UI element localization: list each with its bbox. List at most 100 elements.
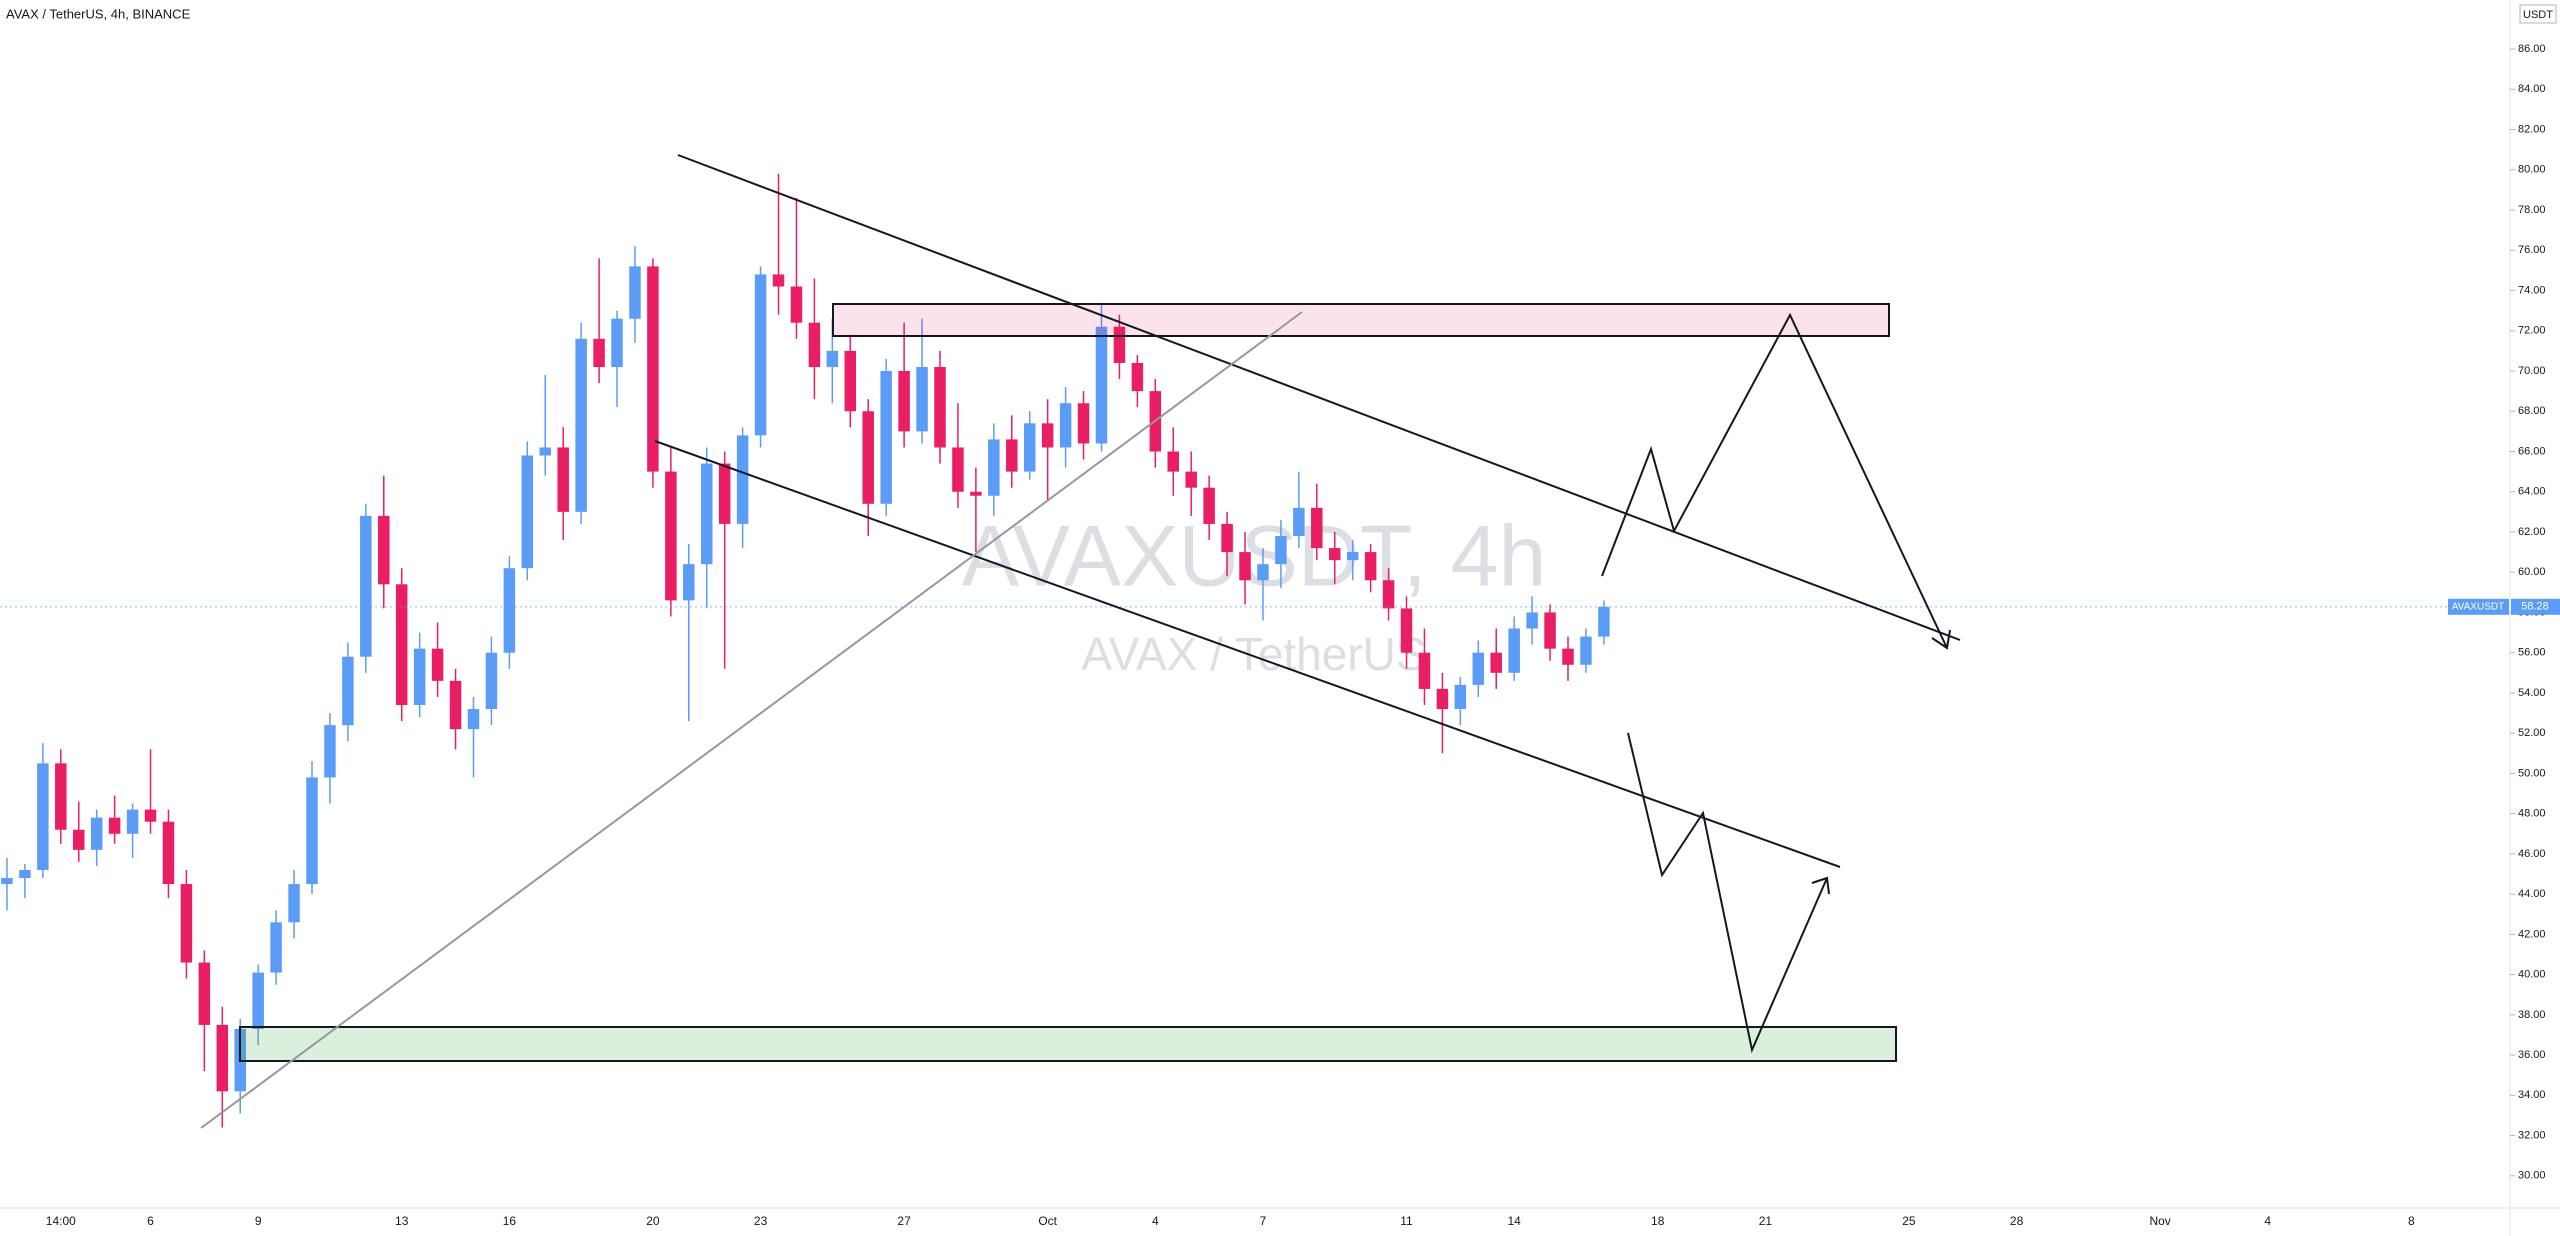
- candle-body: [1544, 612, 1556, 649]
- x-tick-label: 28: [2010, 1214, 2024, 1228]
- candle-body: [270, 922, 282, 973]
- watermark: AVAXUSDT, 4h: [962, 509, 1547, 605]
- x-tick-label: 23: [754, 1214, 768, 1228]
- candle-body: [1598, 606, 1610, 637]
- bear-path: [1627, 732, 1828, 1054]
- candle-body: [55, 763, 67, 830]
- candle-body: [988, 439, 1000, 496]
- y-tick-label: 50.00: [2518, 767, 2546, 779]
- y-tick-label: 66.00: [2518, 445, 2546, 457]
- candle-body: [19, 869, 31, 879]
- candle-body: [413, 648, 426, 706]
- y-tick-label: 76.00: [2518, 244, 2546, 256]
- candle-body: [162, 821, 175, 885]
- candle-body: [1023, 423, 1036, 472]
- candle-body: [37, 763, 49, 870]
- candle-body: [1041, 423, 1054, 448]
- candle-body: [1275, 535, 1287, 565]
- candle-body: [1418, 652, 1431, 689]
- x-tick-label: 6: [147, 1214, 154, 1228]
- x-tick-label: Oct: [1038, 1214, 1057, 1228]
- supply-zone: [832, 303, 1890, 337]
- candle-body: [485, 652, 498, 710]
- candle-body: [1526, 612, 1538, 629]
- candle-body: [557, 447, 569, 512]
- candle-body: [683, 564, 695, 601]
- x-tick-label: 4: [1152, 1214, 1159, 1228]
- candle-body: [324, 725, 336, 778]
- x-tick-label: 11: [1400, 1214, 1413, 1228]
- x-tick-label: 8: [2408, 1214, 2415, 1228]
- y-tick-label: 60.00: [2518, 566, 2546, 578]
- y-tick-label: 68.00: [2518, 405, 2546, 417]
- symbol-label: AVAXUSDT: [2452, 601, 2504, 612]
- candle-body: [521, 455, 534, 569]
- currency-label: USDT: [2523, 9, 2553, 21]
- candle-body: [736, 435, 749, 524]
- candle-body: [342, 656, 354, 726]
- trend-line: [200, 311, 1303, 1129]
- x-tick-label: 27: [897, 1214, 911, 1228]
- candle-body: [790, 286, 803, 323]
- candle-body: [1472, 652, 1485, 685]
- x-tick-label: 7: [1260, 1214, 1267, 1228]
- y-tick-label: 46.00: [2518, 848, 2546, 860]
- y-tick-label: 34.00: [2518, 1089, 2546, 1101]
- candle-body: [198, 962, 211, 1025]
- x-tick-label: 14: [1507, 1214, 1521, 1228]
- y-tick-label: 64.00: [2518, 486, 2546, 498]
- candle-body: [1, 878, 13, 885]
- candle-body: [180, 884, 193, 963]
- candle-body: [844, 350, 857, 412]
- candle-body: [126, 809, 139, 834]
- y-tick-label: 38.00: [2518, 1009, 2546, 1021]
- candle-body: [1508, 628, 1520, 673]
- candle-body: [1293, 507, 1305, 536]
- y-tick-label: 54.00: [2518, 687, 2546, 699]
- y-tick-label: 78.00: [2518, 204, 2546, 216]
- candle-body: [665, 471, 677, 601]
- y-tick-label: 62.00: [2518, 526, 2546, 538]
- candle-body: [1400, 608, 1413, 653]
- y-tick-label: 52.00: [2518, 727, 2546, 739]
- candle-body: [647, 266, 659, 472]
- candle-body: [826, 350, 839, 367]
- candle-body: [1436, 688, 1449, 710]
- candle-body: [970, 491, 982, 496]
- x-tick-label: 16: [503, 1214, 517, 1228]
- y-tick-label: 42.00: [2518, 928, 2546, 940]
- candle-body: [1580, 636, 1592, 665]
- candle-body: [629, 266, 641, 319]
- y-tick-label: 70.00: [2518, 365, 2546, 377]
- drawings: [200, 154, 1961, 1129]
- candle-body: [467, 709, 480, 730]
- candle-body: [288, 884, 300, 923]
- price-label: 58.28: [2521, 601, 2549, 613]
- symbol-tag: [2448, 598, 2509, 615]
- candle-body: [916, 366, 928, 432]
- candle-body: [862, 411, 874, 504]
- candle-body: [108, 817, 121, 834]
- x-tick-label: 21: [1759, 1214, 1773, 1228]
- y-tick-label: 72.00: [2518, 325, 2546, 337]
- y-tick-label: 40.00: [2518, 969, 2546, 981]
- candle-body: [1490, 652, 1502, 673]
- x-tick-label: 13: [395, 1214, 409, 1228]
- candle-body: [1221, 523, 1233, 553]
- demand-zone: [239, 1026, 1897, 1062]
- price-tag: [2511, 598, 2560, 615]
- y-tick-label: 44.00: [2518, 888, 2546, 900]
- watermark-group: AVAXUSDT, 4h AVAX / TetherUS: [962, 509, 1547, 680]
- candle-body: [1257, 564, 1269, 581]
- candle-body: [880, 371, 892, 504]
- candle-body: [952, 447, 964, 492]
- x-tick-label: 20: [646, 1214, 660, 1228]
- candle-body: [1095, 326, 1108, 444]
- candle-body: [772, 274, 785, 287]
- bull-path: [1601, 312, 1948, 649]
- y-tick-label: 36.00: [2518, 1049, 2546, 1061]
- candle-body: [1167, 451, 1179, 472]
